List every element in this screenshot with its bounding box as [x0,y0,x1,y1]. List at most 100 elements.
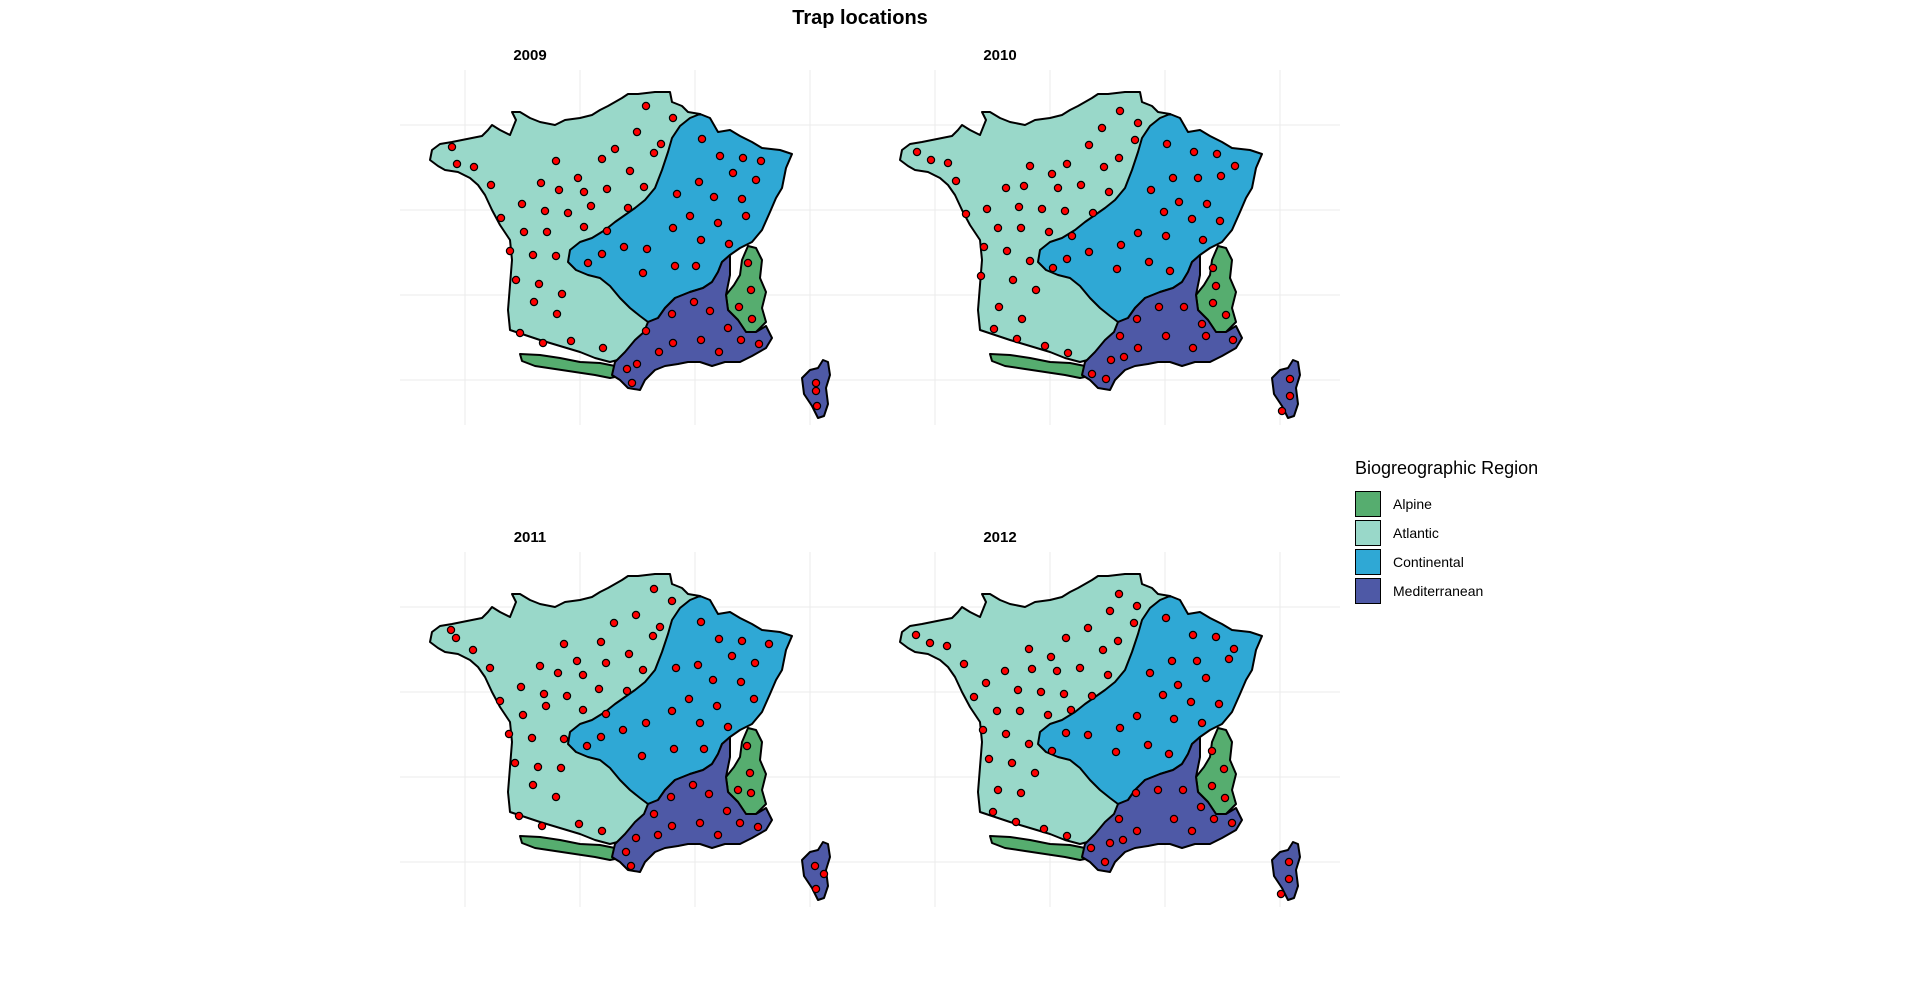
trap-marker [689,297,699,307]
trap-marker [1197,718,1207,728]
trap-marker [1001,183,1011,193]
trap-marker [734,302,744,312]
trap-marker [1202,199,1212,209]
trap-marker [610,144,620,154]
trap-marker [979,242,989,252]
trap-marker [583,258,593,268]
trap-marker [533,762,543,772]
legend-item-mediterranean: Mediterranean [1355,576,1538,605]
trap-marker [1201,331,1211,341]
trap-marker [1131,788,1141,798]
trap-marker [1224,654,1234,664]
trap-marker [727,651,737,661]
legend-swatch-mediterranean [1355,577,1381,604]
trap-marker [1027,664,1037,674]
trap-marker [559,734,569,744]
trap-marker [747,314,757,324]
trap-marker [1132,711,1142,721]
trap-marker [534,279,544,289]
trap-marker [1167,656,1177,666]
trap-marker [1025,256,1035,266]
trap-marker [1161,231,1171,241]
legend-item-atlantic: Atlantic [1355,518,1538,547]
trap-marker [452,159,462,169]
trap-marker [537,821,547,831]
trap-marker [1187,826,1197,836]
trap-marker [1016,788,1026,798]
trap-marker [708,675,718,685]
legend-label-continental: Continental [1393,553,1464,570]
trap-marker [1145,668,1155,678]
trap-marker [667,309,677,319]
trap-marker [1211,281,1221,291]
trap-marker [562,691,572,701]
trap-marker [1133,118,1143,128]
trap-marker [1161,331,1171,341]
trap-marker [642,244,652,254]
trap-marker [1164,749,1174,759]
trap-marker [1060,206,1070,216]
trap-marker [1118,835,1128,845]
legend-swatch-atlantic [1355,519,1381,546]
trap-marker [556,763,566,773]
trap-marker [625,166,635,176]
trap-marker [1277,406,1287,416]
trap-marker [598,343,608,353]
trap-marker [631,833,641,843]
trap-marker [528,250,538,260]
trap-marker [486,180,496,190]
trap-marker [1212,149,1222,159]
trap-marker [1112,264,1122,274]
trap-marker [1063,348,1073,358]
trap-marker [671,663,681,673]
trap-marker [1115,723,1125,733]
trap-marker [637,751,647,761]
trap-marker [1209,814,1219,824]
trap-marker [552,309,562,319]
trap-marker [666,792,676,802]
trap-marker [601,709,611,719]
trap-marker [1104,187,1114,197]
legend-swatch-continental [1355,548,1381,575]
trap-marker [621,847,631,857]
trap-marker [667,596,677,606]
trap-marker [1115,106,1125,116]
map-panel-2011 [399,551,871,908]
trap-marker [943,158,953,168]
trap-marker [993,223,1003,233]
trap-marker [1088,208,1098,218]
map-panel-2010 [869,69,1340,426]
legend-label-alpine: Alpine [1393,495,1432,512]
trap-marker [1047,169,1057,179]
trap-marker [447,142,457,152]
trap-marker [696,235,706,245]
trap-marker [1046,652,1056,662]
trap-marker [504,729,514,739]
trap-marker [1087,691,1097,701]
legend: Biogreographic Region Alpine Atlantic Co… [1355,458,1538,605]
trap-marker [1017,314,1027,324]
trap-marker [1228,335,1238,345]
panel-label-2012: 2012 [983,529,1017,546]
trap-marker [515,328,525,338]
trap-marker [632,359,642,369]
trap-marker [573,173,583,183]
trap-marker [1048,263,1058,273]
trap-marker [669,744,679,754]
trap-marker [1201,673,1211,683]
trap-marker [1098,645,1108,655]
trap-marker [1101,374,1111,384]
legend-item-continental: Continental [1355,547,1538,576]
panel-label-2010: 2010 [983,47,1017,64]
trap-marker [1061,633,1071,643]
trap-marker [511,275,521,285]
trap-marker [602,226,612,236]
trap-marker [1144,257,1154,267]
trap-marker [746,285,756,295]
trap-marker [1066,705,1076,715]
trap-marker [1061,728,1071,738]
trap-marker [1062,159,1072,169]
trap-marker [714,347,724,357]
trap-marker [597,249,607,259]
trap-marker [722,806,732,816]
